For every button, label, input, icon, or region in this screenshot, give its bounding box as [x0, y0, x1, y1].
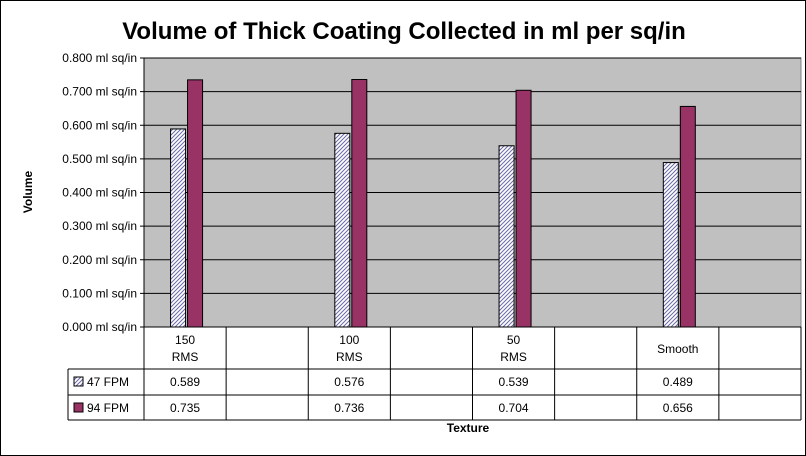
data-table-value: 0.589 — [170, 375, 200, 389]
y-tick-label: 0.800 ml sq/in — [62, 51, 137, 65]
bar-94-fpm — [187, 79, 204, 328]
y-tick-label: 0.100 ml sq/in — [62, 286, 137, 300]
data-table-value: 0.736 — [334, 401, 364, 415]
y-tick-label: 0.700 ml sq/in — [62, 85, 137, 99]
y-tick-label: 0.000 ml sq/in — [62, 320, 137, 334]
x-category-label: RMS — [172, 350, 199, 364]
legend-label: 47 FPM — [87, 375, 129, 389]
bar-94-fpm — [679, 105, 696, 328]
y-tick-label: 0.400 ml sq/in — [62, 186, 137, 200]
bar-94-fpm — [351, 79, 368, 328]
data-table-value: 0.539 — [499, 375, 529, 389]
bar-47-fpm — [334, 132, 351, 328]
x-category-label: 150 — [175, 333, 195, 347]
bar-47-fpm — [662, 162, 679, 328]
data-table-value: 0.735 — [170, 401, 200, 415]
x-category-label: RMS — [500, 350, 527, 364]
legend-swatch — [73, 402, 84, 413]
data-table-value: 0.489 — [663, 375, 693, 389]
bar-94-fpm — [515, 89, 532, 328]
data-table-value: 0.576 — [334, 375, 364, 389]
bar-47-fpm — [498, 145, 515, 328]
y-tick-label: 0.300 ml sq/in — [62, 219, 137, 233]
data-table-value: 0.656 — [663, 401, 693, 415]
x-category-label: Smooth — [657, 342, 698, 356]
y-tick-label: 0.200 ml sq/in — [62, 253, 137, 267]
legend-swatch — [73, 376, 84, 387]
y-tick-label: 0.500 ml sq/in — [62, 152, 137, 166]
bar-47-fpm — [170, 128, 187, 328]
x-category-label: RMS — [336, 350, 363, 364]
data-table-value: 0.704 — [499, 401, 529, 415]
chart-title: Volume of Thick Coating Collected in ml … — [122, 18, 686, 45]
x-category-label: 50 — [507, 333, 521, 347]
y-axis-label: Volume — [21, 170, 35, 213]
legend-label: 94 FPM — [87, 401, 129, 415]
x-axis-label: Texture — [447, 421, 490, 435]
x-category-label: 100 — [339, 333, 359, 347]
y-tick-label: 0.600 ml sq/in — [62, 118, 137, 132]
